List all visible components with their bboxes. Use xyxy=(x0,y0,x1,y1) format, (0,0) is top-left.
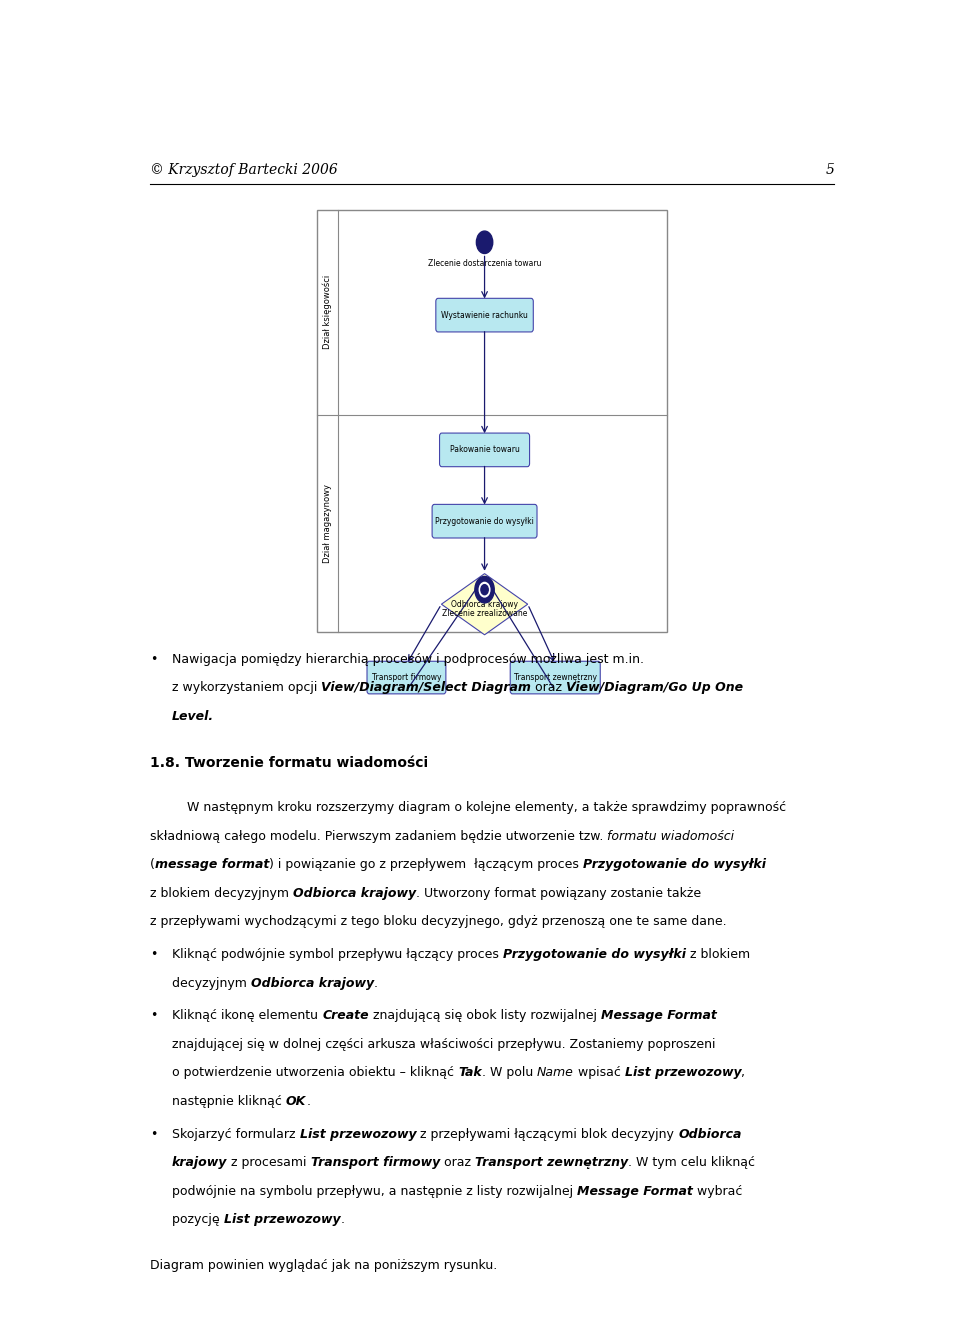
Text: Przygotowanie do wysyłki: Przygotowanie do wysyłki xyxy=(503,949,686,960)
Text: •: • xyxy=(150,1009,157,1023)
Text: składniową całego modelu. Pierwszym zadaniem będzie utworzenie tzw.: składniową całego modelu. Pierwszym zada… xyxy=(150,830,607,843)
FancyBboxPatch shape xyxy=(317,209,667,632)
FancyBboxPatch shape xyxy=(436,298,534,332)
FancyBboxPatch shape xyxy=(432,504,537,538)
Text: Skojarzyć formularz: Skojarzyć formularz xyxy=(172,1127,300,1140)
Text: następnie kliknąć: następnie kliknąć xyxy=(172,1095,286,1107)
Text: Transport firmowy: Transport firmowy xyxy=(372,673,442,683)
Text: Level.: Level. xyxy=(172,710,214,722)
Text: Przygotowanie do wysyłki: Przygotowanie do wysyłki xyxy=(435,517,534,525)
Text: Create: Create xyxy=(323,1009,369,1023)
Text: Odbiorca krajowy: Odbiorca krajowy xyxy=(451,599,518,609)
Text: znajdującej się w dolnej części arkusza właściwości przepływu. Zostaniemy popros: znajdującej się w dolnej części arkusza … xyxy=(172,1039,715,1050)
Text: Zlecenie dostarczenia towaru: Zlecenie dostarczenia towaru xyxy=(428,258,541,267)
Text: List przewozowy: List przewozowy xyxy=(224,1213,341,1226)
Text: Nawigacja pomiędzy hierarchią procesów i podprocesów możliwa jest m.in.: Nawigacja pomiędzy hierarchią procesów i… xyxy=(172,652,644,665)
Text: Kliknąć podwójnie symbol przepływu łączący proces: Kliknąć podwójnie symbol przepływu łączą… xyxy=(172,949,503,960)
Text: Message Format: Message Format xyxy=(577,1185,693,1197)
FancyBboxPatch shape xyxy=(440,433,530,467)
Text: oraz: oraz xyxy=(531,681,566,695)
Text: podwójnie na symbolu przepływu, a następnie z listy rozwijalnej: podwójnie na symbolu przepływu, a następ… xyxy=(172,1185,577,1197)
Text: o potwierdzenie utworzenia obiektu – kliknąć: o potwierdzenie utworzenia obiektu – kli… xyxy=(172,1066,458,1080)
Text: OK: OK xyxy=(286,1095,306,1107)
Circle shape xyxy=(481,585,489,595)
Text: View/Diagram/Go Up One: View/Diagram/Go Up One xyxy=(566,681,743,695)
Circle shape xyxy=(476,232,492,254)
Text: oraz: oraz xyxy=(441,1156,475,1170)
Text: (: ( xyxy=(150,859,155,872)
Text: ,: , xyxy=(741,1066,746,1080)
Text: List przewozowy: List przewozowy xyxy=(625,1066,741,1080)
Text: . W tym celu kliknąć: . W tym celu kliknąć xyxy=(629,1156,756,1170)
Text: .: . xyxy=(341,1213,345,1226)
Text: Tak: Tak xyxy=(458,1066,482,1080)
Text: Odbiorca krajowy: Odbiorca krajowy xyxy=(251,976,374,990)
Text: Dział magazynowy: Dział magazynowy xyxy=(324,484,332,564)
Text: Dział księgowości: Dział księgowości xyxy=(323,275,332,349)
Text: View/Diagram/Select Diagram: View/Diagram/Select Diagram xyxy=(322,681,531,695)
Text: Transport zewnętrzny: Transport zewnętrzny xyxy=(475,1156,629,1170)
Circle shape xyxy=(479,582,490,597)
Text: wpisać: wpisać xyxy=(574,1066,625,1080)
Text: krajowy: krajowy xyxy=(172,1156,228,1170)
Text: z procesami: z procesami xyxy=(228,1156,311,1170)
Text: z przepływami wychodzącymi z tego bloku decyzyjnego, gdyż przenoszą one te same : z przepływami wychodzącymi z tego bloku … xyxy=(150,916,727,929)
Text: Transport zewnętrzny: Transport zewnętrzny xyxy=(514,673,597,683)
Text: •: • xyxy=(150,1127,157,1140)
Text: decyzyjnym: decyzyjnym xyxy=(172,976,251,990)
Text: © Krzysztof Bartecki 2006: © Krzysztof Bartecki 2006 xyxy=(150,163,338,177)
Text: W następnym kroku rozszerzymy diagram o kolejne elementy, a także sprawdzimy pop: W następnym kroku rozszerzymy diagram o … xyxy=(187,802,786,814)
Polygon shape xyxy=(442,574,528,635)
Text: List przewozowy: List przewozowy xyxy=(300,1127,417,1140)
Text: ) i powiązanie go z przepływem  łączącym proces: ) i powiązanie go z przepływem łączącym … xyxy=(269,859,583,872)
Text: 1.8. Tworzenie formatu wiadomości: 1.8. Tworzenie formatu wiadomości xyxy=(150,755,428,770)
Text: . Utworzony format powiązany zostanie także: . Utworzony format powiązany zostanie ta… xyxy=(416,886,701,900)
Text: •: • xyxy=(150,652,157,665)
Text: •: • xyxy=(150,949,157,960)
Text: Odbiorca: Odbiorca xyxy=(678,1127,741,1140)
Text: z blokiem: z blokiem xyxy=(686,949,750,960)
Text: .: . xyxy=(306,1095,310,1107)
Text: wybrać: wybrać xyxy=(693,1185,742,1197)
FancyBboxPatch shape xyxy=(367,662,445,693)
Text: Transport firmowy: Transport firmowy xyxy=(311,1156,441,1170)
FancyBboxPatch shape xyxy=(510,662,600,693)
Text: z blokiem decyzyjnym: z blokiem decyzyjnym xyxy=(150,886,293,900)
Text: message format: message format xyxy=(155,859,269,872)
Text: z przepływami łączącymi blok decyzyjny: z przepływami łączącymi blok decyzyjny xyxy=(417,1127,678,1140)
Text: Diagram powinien wyglądać jak na poniższym rysunku.: Diagram powinien wyglądać jak na poniższ… xyxy=(150,1259,497,1271)
Circle shape xyxy=(475,577,494,603)
Text: Wystawienie rachunku: Wystawienie rachunku xyxy=(442,311,528,320)
Text: .: . xyxy=(374,976,378,990)
Text: pozycję: pozycję xyxy=(172,1213,224,1226)
Text: z wykorzystaniem opcji: z wykorzystaniem opcji xyxy=(172,681,322,695)
Text: Odbiorca krajowy: Odbiorca krajowy xyxy=(293,886,416,900)
Text: Przygotowanie do wysyłki: Przygotowanie do wysyłki xyxy=(583,859,766,872)
Text: Name: Name xyxy=(537,1066,574,1080)
Text: znajdującą się obok listy rozwijalnej: znajdującą się obok listy rozwijalnej xyxy=(369,1009,601,1023)
Text: Message Format: Message Format xyxy=(601,1009,716,1023)
Text: Pakowanie towaru: Pakowanie towaru xyxy=(449,446,519,454)
Text: . W polu: . W polu xyxy=(482,1066,537,1080)
Text: 5: 5 xyxy=(826,163,834,177)
Text: formatu wiadomości: formatu wiadomości xyxy=(607,830,734,843)
Text: Kliknąć ikonę elementu: Kliknąć ikonę elementu xyxy=(172,1009,323,1023)
Text: Zlecenie zrealizowane: Zlecenie zrealizowane xyxy=(442,609,527,618)
